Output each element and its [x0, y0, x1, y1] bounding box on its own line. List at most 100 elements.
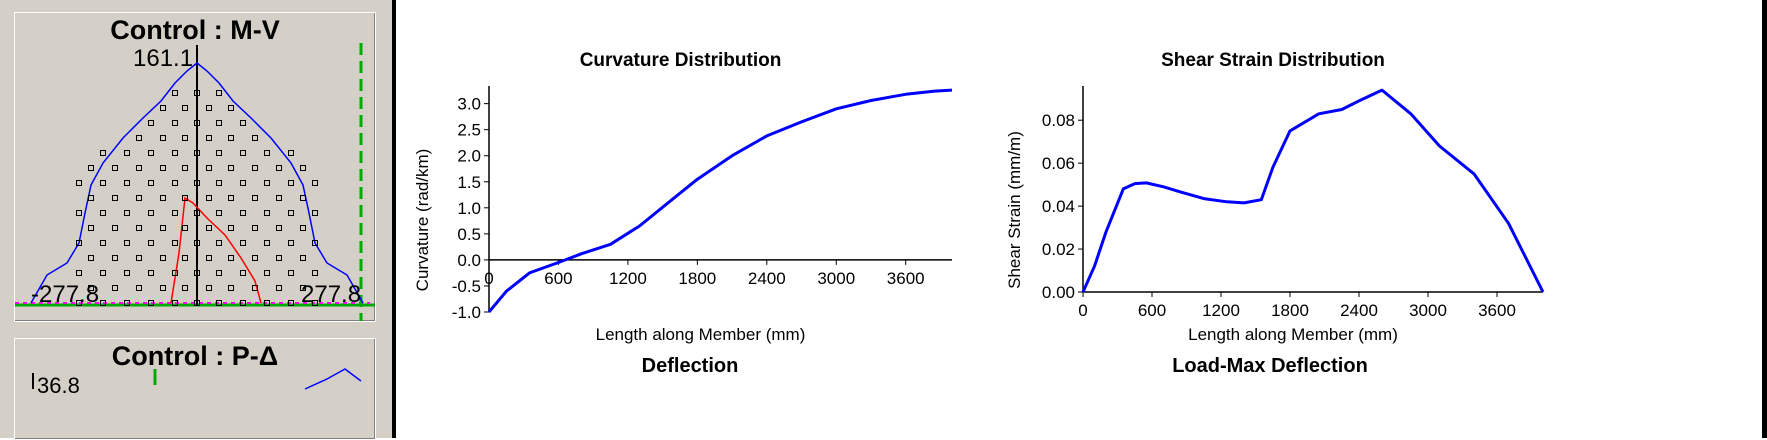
chart-title: Curvature Distribution — [580, 50, 782, 71]
mv-point — [182, 135, 188, 141]
mv-point — [194, 180, 200, 186]
mv-point — [312, 240, 318, 246]
y-tick-label: 3.0 — [457, 95, 481, 114]
mv-point — [228, 165, 234, 171]
mv-point — [112, 165, 118, 171]
mv-point — [124, 150, 130, 156]
x-tick-label: 3600 — [887, 269, 925, 288]
pd-panel-title: Control : P-Δ — [111, 341, 279, 371]
mv-point — [76, 210, 82, 216]
mv-point — [112, 195, 118, 201]
mv-point — [88, 285, 94, 291]
mv-point — [182, 285, 188, 291]
mv-point — [172, 90, 178, 96]
x-tick-label: 3000 — [817, 269, 855, 288]
x-tick-label: 1200 — [1202, 301, 1240, 320]
x-axis-label: Length along Member (mm) — [1188, 325, 1398, 344]
y-tick-label: 0.06 — [1042, 154, 1075, 173]
mv-point — [216, 120, 222, 126]
mv-point — [228, 105, 234, 111]
mv-point — [252, 195, 258, 201]
mv-point — [88, 255, 94, 261]
mv-top-label: 161.1 — [133, 45, 194, 72]
load-max-deflection-section-title: Load-Max Deflection — [1172, 355, 1368, 377]
pd-curve — [304, 368, 362, 390]
mv-point — [312, 300, 318, 306]
mv-point — [182, 165, 188, 171]
mv-point — [100, 240, 106, 246]
mv-point — [160, 225, 166, 231]
x-tick-label: 1200 — [609, 269, 647, 288]
mv-point — [76, 240, 82, 246]
mv-point — [288, 270, 294, 276]
y-axis-label: Curvature (rad/km) — [413, 149, 432, 292]
mv-point — [182, 225, 188, 231]
y-tick-label: 0.02 — [1042, 240, 1075, 259]
mv-point — [124, 270, 130, 276]
mv-point — [240, 180, 246, 186]
mv-point — [252, 135, 258, 141]
mv-point — [124, 210, 130, 216]
mv-point — [288, 180, 294, 186]
mv-panel-title: Control : M-V — [110, 15, 280, 45]
mv-point — [288, 210, 294, 216]
mv-point — [100, 300, 106, 306]
mv-point — [148, 210, 154, 216]
mv-point — [216, 240, 222, 246]
mv-point — [264, 180, 270, 186]
mv-point — [172, 120, 178, 126]
mv-control-panel[interactable]: Control : M-V 161.1 -277.8 277.8 — [14, 12, 376, 322]
mv-point — [206, 195, 212, 201]
y-tick-label: 0.04 — [1042, 197, 1075, 216]
mv-point — [124, 180, 130, 186]
mv-point — [276, 195, 282, 201]
mv-point — [228, 195, 234, 201]
y-tick-label: 0.00 — [1042, 283, 1075, 302]
mv-point — [276, 225, 282, 231]
mv-point — [148, 270, 154, 276]
mv-point — [312, 180, 318, 186]
mv-point — [194, 210, 200, 216]
mv-point — [264, 300, 270, 306]
mv-point — [148, 240, 154, 246]
mv-point — [172, 180, 178, 186]
mv-point — [160, 165, 166, 171]
mv-point — [216, 150, 222, 156]
mv-point — [88, 225, 94, 231]
mv-point — [240, 270, 246, 276]
mv-point — [136, 135, 142, 141]
x-tick-label: 0 — [484, 269, 493, 288]
mv-point — [194, 240, 200, 246]
mv-point — [252, 225, 258, 231]
mv-point — [88, 195, 94, 201]
mv-point — [182, 105, 188, 111]
mv-point — [100, 180, 106, 186]
mv-point — [76, 300, 82, 306]
mv-point — [160, 105, 166, 111]
mv-point — [216, 300, 222, 306]
pd-control-panel[interactable]: Control : P-Δ 36.8 — [14, 338, 376, 440]
mv-point — [172, 270, 178, 276]
pd-diagram[interactable] — [15, 339, 375, 439]
panel-divider — [392, 0, 396, 438]
mv-inner-curve — [170, 196, 262, 304]
mv-point — [136, 285, 142, 291]
mv-point — [172, 210, 178, 216]
mv-point — [182, 255, 188, 261]
window-edge — [1762, 0, 1767, 438]
mv-point — [172, 240, 178, 246]
mv-point — [276, 255, 282, 261]
x-tick-label: 2400 — [748, 269, 786, 288]
mv-point — [276, 165, 282, 171]
mv-point — [240, 300, 246, 306]
mv-point — [206, 105, 212, 111]
y-tick-label: 2.0 — [457, 147, 481, 166]
deflection-section-title: Deflection — [641, 355, 739, 377]
chart-title: Shear Strain Distribution — [1161, 50, 1385, 71]
mv-interaction-diagram[interactable] — [15, 13, 375, 321]
y-tick-label: 0.5 — [457, 225, 481, 244]
y-tick-label: 1.0 — [457, 199, 481, 218]
series-line — [1081, 88, 1545, 293]
x-tick-label: 0 — [1078, 301, 1087, 320]
mv-point — [136, 225, 142, 231]
